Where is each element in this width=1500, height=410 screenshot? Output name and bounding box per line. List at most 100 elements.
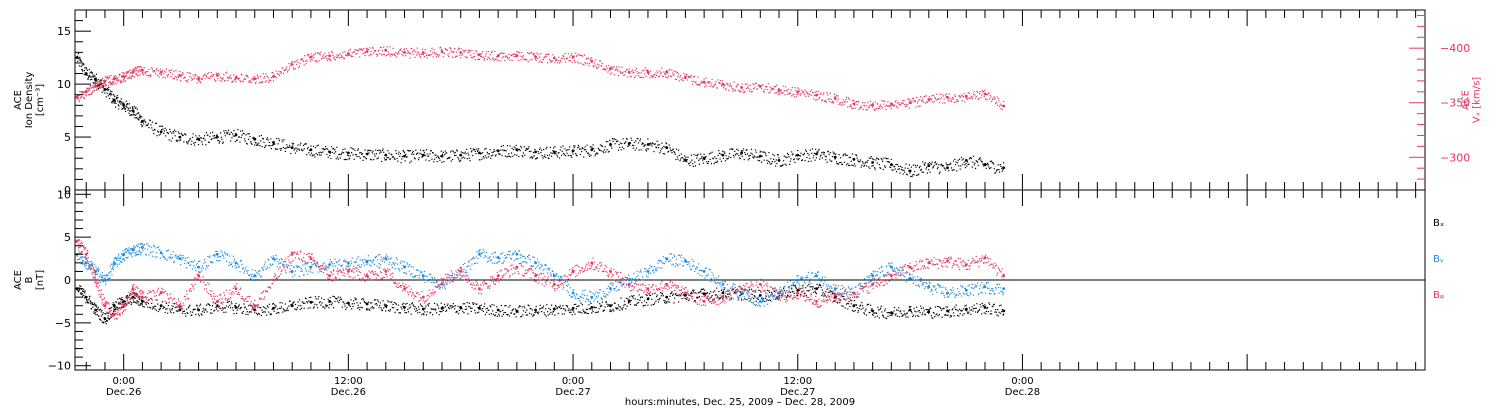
ion-density-sample <box>711 151 713 153</box>
b-bx-sample <box>98 318 101 320</box>
ion-density-sample <box>341 152 343 155</box>
vx-sample <box>457 49 459 51</box>
ion-density-sample <box>480 153 482 155</box>
top-left-axis-title: ACE Ion Density [cm⁻³] <box>13 72 46 129</box>
ion-density-sample <box>773 158 775 160</box>
vx-sample <box>340 56 342 58</box>
vx-sample <box>931 95 933 97</box>
b-bx-sample <box>701 292 703 294</box>
ion-density-sample <box>365 157 367 159</box>
vx-sample <box>648 72 650 74</box>
vx-sample <box>786 90 788 92</box>
vx-sample <box>442 51 444 53</box>
ion-density-sample <box>128 108 130 110</box>
b-bx-sample <box>584 311 586 313</box>
vx-sample <box>175 77 177 79</box>
b-bx-sample <box>946 306 949 308</box>
vx-sample <box>995 103 997 105</box>
ion-density-sample <box>459 160 461 162</box>
b-bx-sample <box>916 315 918 317</box>
b-bx-sample <box>708 293 710 295</box>
vx-sample <box>163 70 165 72</box>
b-bx-sample <box>970 309 973 311</box>
b-bx-sample <box>974 307 976 309</box>
vx-sample <box>942 102 944 104</box>
ion-density-sample <box>894 166 896 168</box>
vx-sample <box>781 92 783 94</box>
vx-sample <box>493 59 495 61</box>
vx-sample <box>361 48 363 50</box>
vx-sample <box>275 70 277 72</box>
ion-density-sample <box>196 137 198 139</box>
ion-density-sample <box>722 157 725 159</box>
b-by-sample <box>188 261 190 263</box>
vx-sample <box>555 59 557 62</box>
b-bx-sample <box>379 304 381 307</box>
vx-sample <box>226 76 228 79</box>
vx-sample <box>274 76 276 78</box>
vx-sample <box>444 53 446 55</box>
vx-sample <box>495 58 497 60</box>
ion-density-sample <box>981 161 983 163</box>
b-bx-sample <box>541 311 543 313</box>
b-bx-sample <box>645 302 648 304</box>
b-bx-sample <box>288 305 290 307</box>
vx-sample <box>971 98 973 100</box>
vx-sample <box>548 53 550 55</box>
b-bx-sample <box>761 298 763 300</box>
vx-sample <box>413 49 415 51</box>
ion-density-sample <box>106 89 108 91</box>
b-bx-sample <box>87 302 89 304</box>
b-by-sample <box>126 250 128 252</box>
vx-sample <box>733 81 735 83</box>
vx-sample <box>475 50 477 52</box>
b-bx-sample <box>501 315 503 317</box>
b-bx-sample <box>716 295 718 297</box>
ion-density-sample <box>999 164 1001 166</box>
vx-sample <box>221 80 223 82</box>
ion-density-sample <box>864 162 866 164</box>
vx-sample <box>752 83 754 85</box>
vx-sample <box>145 71 147 73</box>
ion-density-sample <box>143 119 145 121</box>
b-bx-point <box>1002 309 1006 313</box>
b-by-sample <box>128 253 130 255</box>
ion-density-sample <box>533 155 535 157</box>
b-bx-sample <box>623 300 626 302</box>
b-by-point <box>927 285 931 289</box>
b-bx-sample <box>507 313 509 316</box>
vx-sample <box>921 98 923 100</box>
vx-sample <box>584 61 586 63</box>
vx-sample <box>565 58 567 60</box>
vx-sample <box>422 53 424 56</box>
b-bx-sample <box>154 308 156 310</box>
ion-density-sample <box>369 158 371 160</box>
vx-point <box>309 55 313 59</box>
vx-sample <box>672 75 674 77</box>
ion-density-sample <box>351 148 353 150</box>
b-bx-sample <box>744 298 746 300</box>
b-bx-sample <box>81 293 83 295</box>
ion-density-sample <box>597 153 599 155</box>
vx-sample <box>532 53 534 55</box>
vx-sample <box>503 52 505 54</box>
vx-sample <box>746 83 748 85</box>
b-bx-sample <box>278 312 280 314</box>
vx-sample <box>399 49 402 51</box>
vx-sample <box>108 84 110 86</box>
b-by-sample <box>130 248 132 250</box>
b-bx-sample <box>243 303 245 305</box>
b-bx-sample <box>908 310 910 312</box>
ion-density-sample <box>795 155 797 157</box>
ion-density-sample <box>530 156 533 158</box>
ion-density-sample <box>868 166 870 168</box>
b-by-sample <box>131 256 133 258</box>
ion-density-sample <box>675 158 677 161</box>
ion-density-sample <box>583 149 585 151</box>
b-bx-sample <box>397 304 400 306</box>
vx-sample <box>991 100 993 102</box>
b-bx-sample <box>108 318 110 320</box>
ion-density-sample <box>894 168 896 170</box>
ion-density-point <box>796 153 800 157</box>
vx-sample <box>434 53 436 55</box>
